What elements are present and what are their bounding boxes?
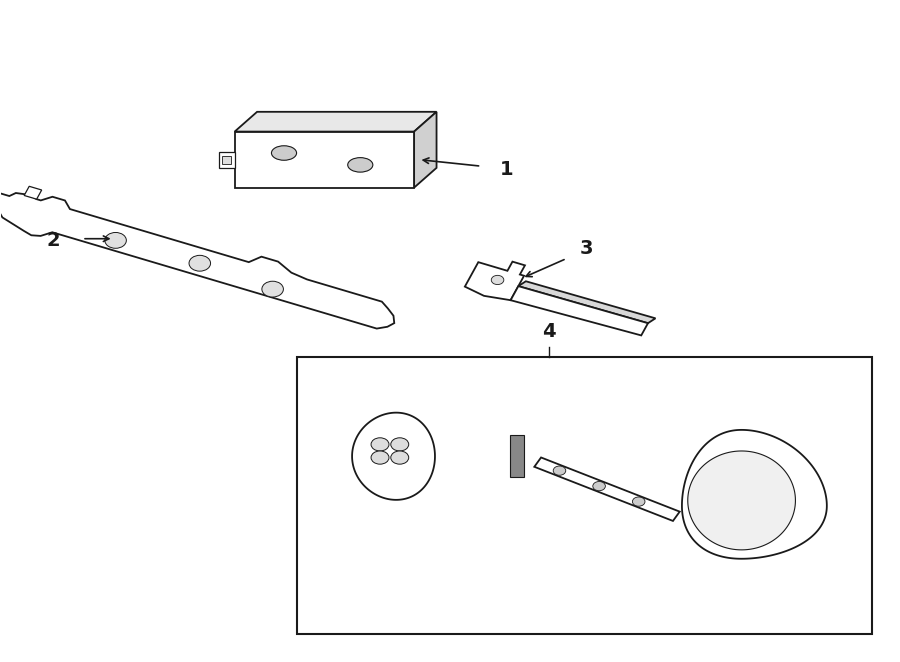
Circle shape (371, 451, 389, 464)
Polygon shape (219, 152, 235, 167)
Circle shape (633, 497, 645, 506)
Circle shape (491, 275, 504, 285)
Polygon shape (682, 430, 827, 559)
Polygon shape (222, 156, 231, 164)
Circle shape (371, 438, 389, 451)
Circle shape (593, 481, 606, 491)
Polygon shape (24, 186, 41, 199)
Circle shape (554, 466, 566, 475)
Text: 2: 2 (46, 230, 59, 250)
Text: 3: 3 (580, 239, 594, 258)
Circle shape (262, 281, 284, 297)
Polygon shape (0, 193, 394, 328)
Polygon shape (688, 451, 796, 550)
Circle shape (391, 451, 409, 464)
Polygon shape (518, 281, 655, 323)
Circle shape (104, 232, 126, 248)
Polygon shape (510, 286, 648, 336)
Polygon shape (535, 457, 680, 521)
Circle shape (189, 256, 211, 271)
Polygon shape (235, 112, 436, 132)
Polygon shape (510, 435, 525, 477)
Polygon shape (352, 412, 435, 500)
Text: 4: 4 (542, 322, 555, 341)
Polygon shape (465, 261, 525, 300)
Ellipse shape (272, 146, 297, 160)
Polygon shape (414, 112, 436, 187)
Polygon shape (235, 132, 414, 187)
Bar (298, 357, 872, 634)
Text: 1: 1 (500, 160, 513, 179)
Ellipse shape (347, 158, 373, 172)
Circle shape (391, 438, 409, 451)
